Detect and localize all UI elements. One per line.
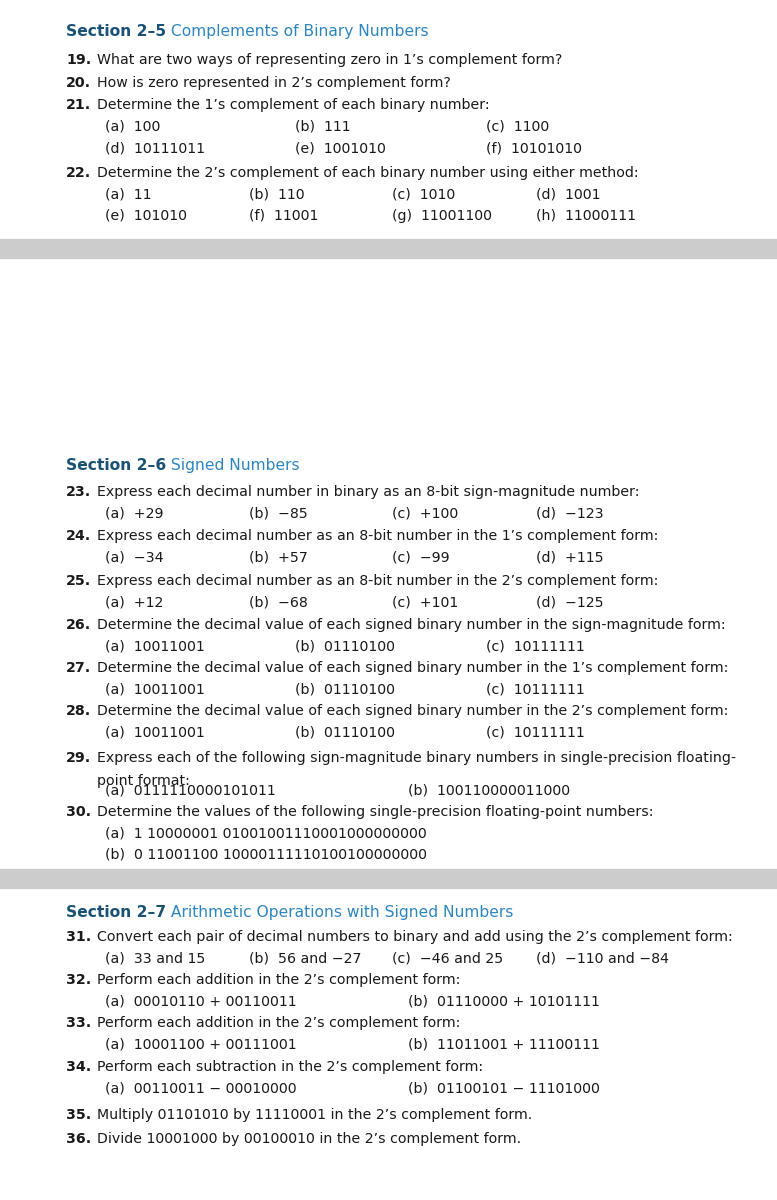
Text: (d)  1001: (d) 1001 xyxy=(536,187,601,202)
Text: Divide 10001000 by 00100010 in the 2’s complement form.: Divide 10001000 by 00100010 in the 2’s c… xyxy=(97,1132,521,1146)
Text: Determine the decimal value of each signed binary number in the 1’s complement f: Determine the decimal value of each sign… xyxy=(97,661,729,676)
Text: Determine the decimal value of each signed binary number in the 2’s complement f: Determine the decimal value of each sign… xyxy=(97,704,729,719)
Text: 22.: 22. xyxy=(66,166,91,180)
Text: 34.: 34. xyxy=(66,1060,91,1074)
Text: (d)  +115: (d) +115 xyxy=(536,551,604,565)
Text: Multiply 01101010 by 11110001 in the 2’s complement form.: Multiply 01101010 by 11110001 in the 2’s… xyxy=(97,1108,532,1122)
Text: (c)  −99: (c) −99 xyxy=(392,551,450,565)
Bar xyxy=(0,869,777,888)
Text: (b)  01110000 + 10101111: (b) 01110000 + 10101111 xyxy=(408,995,600,1009)
Text: 30.: 30. xyxy=(66,805,91,820)
Text: (c)  1100: (c) 1100 xyxy=(486,120,549,134)
Text: How is zero represented in 2’s complement form?: How is zero represented in 2’s complemen… xyxy=(97,76,451,90)
Text: (e)  101010: (e) 101010 xyxy=(105,209,187,223)
Text: (b)  0 11001100 10000111110100100000000: (b) 0 11001100 10000111110100100000000 xyxy=(105,847,427,862)
Text: Section 2–6: Section 2–6 xyxy=(66,458,166,473)
Text: Signed Numbers: Signed Numbers xyxy=(166,458,300,473)
Text: Express each of the following sign-magnitude binary numbers in single-precision : Express each of the following sign-magni… xyxy=(97,751,737,766)
Text: (c)  10111111: (c) 10111111 xyxy=(486,683,584,697)
Text: Express each decimal number as an 8-bit number in the 2’s complement form:: Express each decimal number as an 8-bit … xyxy=(97,574,658,588)
Text: Determine the 1’s complement of each binary number:: Determine the 1’s complement of each bin… xyxy=(97,98,490,113)
Text: Arithmetic Operations with Signed Numbers: Arithmetic Operations with Signed Number… xyxy=(166,905,514,919)
Text: (a)  00110011 − 00010000: (a) 00110011 − 00010000 xyxy=(105,1081,297,1096)
Text: (a)  0111110000101011: (a) 0111110000101011 xyxy=(105,784,276,798)
Text: Perform each addition in the 2’s complement form:: Perform each addition in the 2’s complem… xyxy=(97,1016,461,1031)
Text: (b)  110: (b) 110 xyxy=(249,187,305,202)
Bar xyxy=(0,239,777,258)
Text: 19.: 19. xyxy=(66,53,91,67)
Text: Express each decimal number in binary as an 8-bit sign-magnitude number:: Express each decimal number in binary as… xyxy=(97,485,639,499)
Text: Complements of Binary Numbers: Complements of Binary Numbers xyxy=(166,24,429,38)
Text: (a)  −34: (a) −34 xyxy=(105,551,163,565)
Text: 29.: 29. xyxy=(66,751,91,766)
Text: point format:: point format: xyxy=(97,774,190,788)
Text: (b)  −68: (b) −68 xyxy=(249,595,308,610)
Text: (a)  10001100 + 00111001: (a) 10001100 + 00111001 xyxy=(105,1038,297,1052)
Text: Perform each addition in the 2’s complement form:: Perform each addition in the 2’s complem… xyxy=(97,973,461,988)
Text: (d)  −125: (d) −125 xyxy=(536,595,604,610)
Text: (b)  01110100: (b) 01110100 xyxy=(295,683,395,697)
Text: 27.: 27. xyxy=(66,661,91,676)
Text: (b)  11011001 + 11100111: (b) 11011001 + 11100111 xyxy=(408,1038,600,1052)
Text: (c)  1010: (c) 1010 xyxy=(392,187,455,202)
Text: (a)  100: (a) 100 xyxy=(105,120,160,134)
Text: 24.: 24. xyxy=(66,529,91,544)
Text: (c)  +101: (c) +101 xyxy=(392,595,458,610)
Text: 20.: 20. xyxy=(66,76,91,90)
Text: (b)  +57: (b) +57 xyxy=(249,551,308,565)
Text: 21.: 21. xyxy=(66,98,91,113)
Text: (c)  +100: (c) +100 xyxy=(392,506,458,521)
Text: 26.: 26. xyxy=(66,618,91,632)
Text: (b)  111: (b) 111 xyxy=(295,120,351,134)
Text: (g)  11001100: (g) 11001100 xyxy=(392,209,493,223)
Text: (c)  −46 and 25: (c) −46 and 25 xyxy=(392,952,503,966)
Text: 35.: 35. xyxy=(66,1108,91,1122)
Text: (a)  +29: (a) +29 xyxy=(105,506,163,521)
Text: (a)  00010110 + 00110011: (a) 00010110 + 00110011 xyxy=(105,995,297,1009)
Text: (b)  100110000011000: (b) 100110000011000 xyxy=(408,784,570,798)
Text: 28.: 28. xyxy=(66,704,91,719)
Text: (b)  56 and −27: (b) 56 and −27 xyxy=(249,952,361,966)
Text: Determine the decimal value of each signed binary number in the sign-magnitude f: Determine the decimal value of each sign… xyxy=(97,618,726,632)
Text: (b)  01110100: (b) 01110100 xyxy=(295,726,395,740)
Text: 33.: 33. xyxy=(66,1016,91,1031)
Text: Section 2–7: Section 2–7 xyxy=(66,905,166,919)
Text: What are two ways of representing zero in 1’s complement form?: What are two ways of representing zero i… xyxy=(97,53,563,67)
Text: (a)  1 10000001 01001001110001000000000: (a) 1 10000001 01001001110001000000000 xyxy=(105,827,427,841)
Text: (a)  +12: (a) +12 xyxy=(105,595,163,610)
Text: (b)  −85: (b) −85 xyxy=(249,506,308,521)
Text: (h)  11000111: (h) 11000111 xyxy=(536,209,636,223)
Text: (a)  10011001: (a) 10011001 xyxy=(105,683,204,697)
Text: (c)  10111111: (c) 10111111 xyxy=(486,726,584,740)
Text: (a)  11: (a) 11 xyxy=(105,187,152,202)
Text: (d)  −110 and −84: (d) −110 and −84 xyxy=(536,952,669,966)
Text: (e)  1001010: (e) 1001010 xyxy=(295,142,386,156)
Text: (d)  10111011: (d) 10111011 xyxy=(105,142,205,156)
Text: (a)  33 and 15: (a) 33 and 15 xyxy=(105,952,205,966)
Text: Perform each subtraction in the 2’s complement form:: Perform each subtraction in the 2’s comp… xyxy=(97,1060,483,1074)
Text: 25.: 25. xyxy=(66,574,91,588)
Text: (c)  10111111: (c) 10111111 xyxy=(486,640,584,654)
Text: 23.: 23. xyxy=(66,485,91,499)
Text: (b)  01100101 − 11101000: (b) 01100101 − 11101000 xyxy=(408,1081,600,1096)
Text: 36.: 36. xyxy=(66,1132,91,1146)
Text: (b)  01110100: (b) 01110100 xyxy=(295,640,395,654)
Text: (f)  10101010: (f) 10101010 xyxy=(486,142,582,156)
Text: Express each decimal number as an 8-bit number in the 1’s complement form:: Express each decimal number as an 8-bit … xyxy=(97,529,658,544)
Text: Determine the 2’s complement of each binary number using either method:: Determine the 2’s complement of each bin… xyxy=(97,166,639,180)
Text: (a)  10011001: (a) 10011001 xyxy=(105,640,204,654)
Text: (a)  10011001: (a) 10011001 xyxy=(105,726,204,740)
Text: (f)  11001: (f) 11001 xyxy=(249,209,318,223)
Text: 32.: 32. xyxy=(66,973,91,988)
Text: Determine the values of the following single-precision floating-point numbers:: Determine the values of the following si… xyxy=(97,805,653,820)
Text: Section 2–5: Section 2–5 xyxy=(66,24,166,38)
Text: 31.: 31. xyxy=(66,930,91,944)
Text: Convert each pair of decimal numbers to binary and add using the 2’s complement : Convert each pair of decimal numbers to … xyxy=(97,930,733,944)
Text: (d)  −123: (d) −123 xyxy=(536,506,604,521)
